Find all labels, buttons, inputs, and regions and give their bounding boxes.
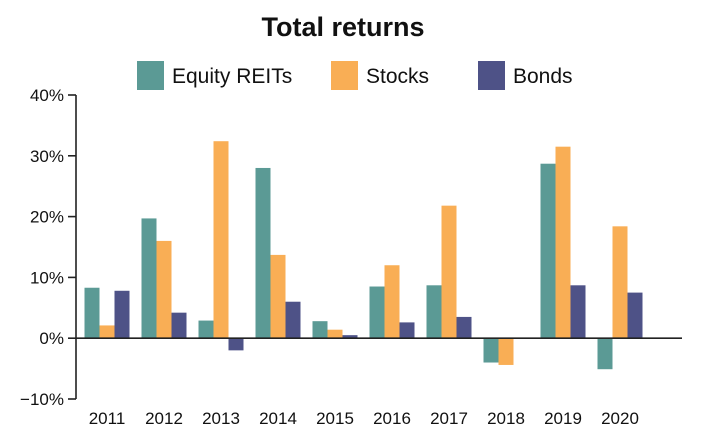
bar-stocks-2019	[555, 146, 571, 339]
x-tick-label: 2014	[259, 409, 297, 428]
y-tick-label: 0%	[39, 329, 64, 348]
chart-title: Total returns	[261, 12, 424, 42]
x-tick-label: 2020	[601, 409, 639, 428]
bar-equity-reits-2018	[483, 338, 499, 363]
bar-stocks-2018	[498, 338, 514, 365]
bar-equity-reits-2015	[312, 321, 328, 339]
bar-stocks-2017	[441, 205, 457, 339]
legend-swatch-bonds	[478, 61, 505, 90]
bar-stocks-2015	[327, 329, 343, 339]
bar-bonds-2011	[114, 290, 130, 339]
x-tick-label: 2011	[89, 409, 126, 428]
bar-stocks-2016	[384, 265, 400, 339]
bar-bonds-2014	[285, 301, 301, 339]
bar-stocks-2012	[156, 240, 172, 339]
legend-swatch-stocks	[331, 61, 358, 90]
bar-stocks-2014	[270, 254, 286, 339]
bar-bonds-2013	[228, 338, 244, 351]
bar-stocks-2013	[213, 141, 229, 339]
y-tick-label: −10%	[20, 390, 64, 409]
legend-label-equity-reits: Equity REITs	[172, 65, 292, 88]
x-tick-label: 2012	[145, 409, 183, 428]
bar-bonds-2019	[570, 285, 586, 339]
bar-equity-reits-2012	[141, 218, 157, 339]
x-tick-label: 2016	[373, 409, 411, 428]
bar-equity-reits-2014	[255, 167, 271, 339]
bar-bonds-2012	[171, 312, 187, 339]
bar-equity-reits-2013	[198, 320, 214, 339]
bar-equity-reits-2020	[597, 338, 613, 370]
bar-bonds-2020	[627, 292, 643, 339]
legend: Equity REITs Stocks Bonds	[137, 61, 573, 90]
bar-equity-reits-2016	[369, 286, 385, 339]
y-tick-label: 20%	[30, 208, 64, 227]
bar-equity-reits-2017	[426, 285, 442, 339]
y-tick-label: 10%	[30, 268, 64, 287]
bar-stocks-2011	[99, 325, 115, 339]
bar-bonds-2017	[456, 316, 472, 339]
bar-bonds-2015	[342, 335, 358, 339]
bar-equity-reits-2011	[84, 287, 100, 339]
x-axis: 2011 2012 2013 2014 2015 2016 2017 2018 2019 2020	[76, 337, 682, 428]
bar-bonds-2016	[399, 322, 415, 339]
y-axis: −10% 0% 10% 20% 30% 40%	[20, 86, 77, 409]
legend-label-stocks: Stocks	[366, 65, 429, 88]
x-tick-label: 2018	[487, 409, 525, 428]
x-tick-label: 2013	[202, 409, 240, 428]
x-tick-label: 2017	[430, 409, 468, 428]
bar-equity-reits-2019	[540, 163, 556, 339]
x-tick-label: 2019	[544, 409, 582, 428]
bars	[84, 141, 643, 370]
x-tick-label: 2015	[316, 409, 354, 428]
legend-label-bonds: Bonds	[513, 65, 573, 88]
legend-swatch-equity-reits	[137, 61, 164, 90]
y-tick-label: 40%	[30, 86, 64, 105]
bar-stocks-2020	[612, 226, 628, 339]
y-tick-label: 30%	[30, 147, 64, 166]
